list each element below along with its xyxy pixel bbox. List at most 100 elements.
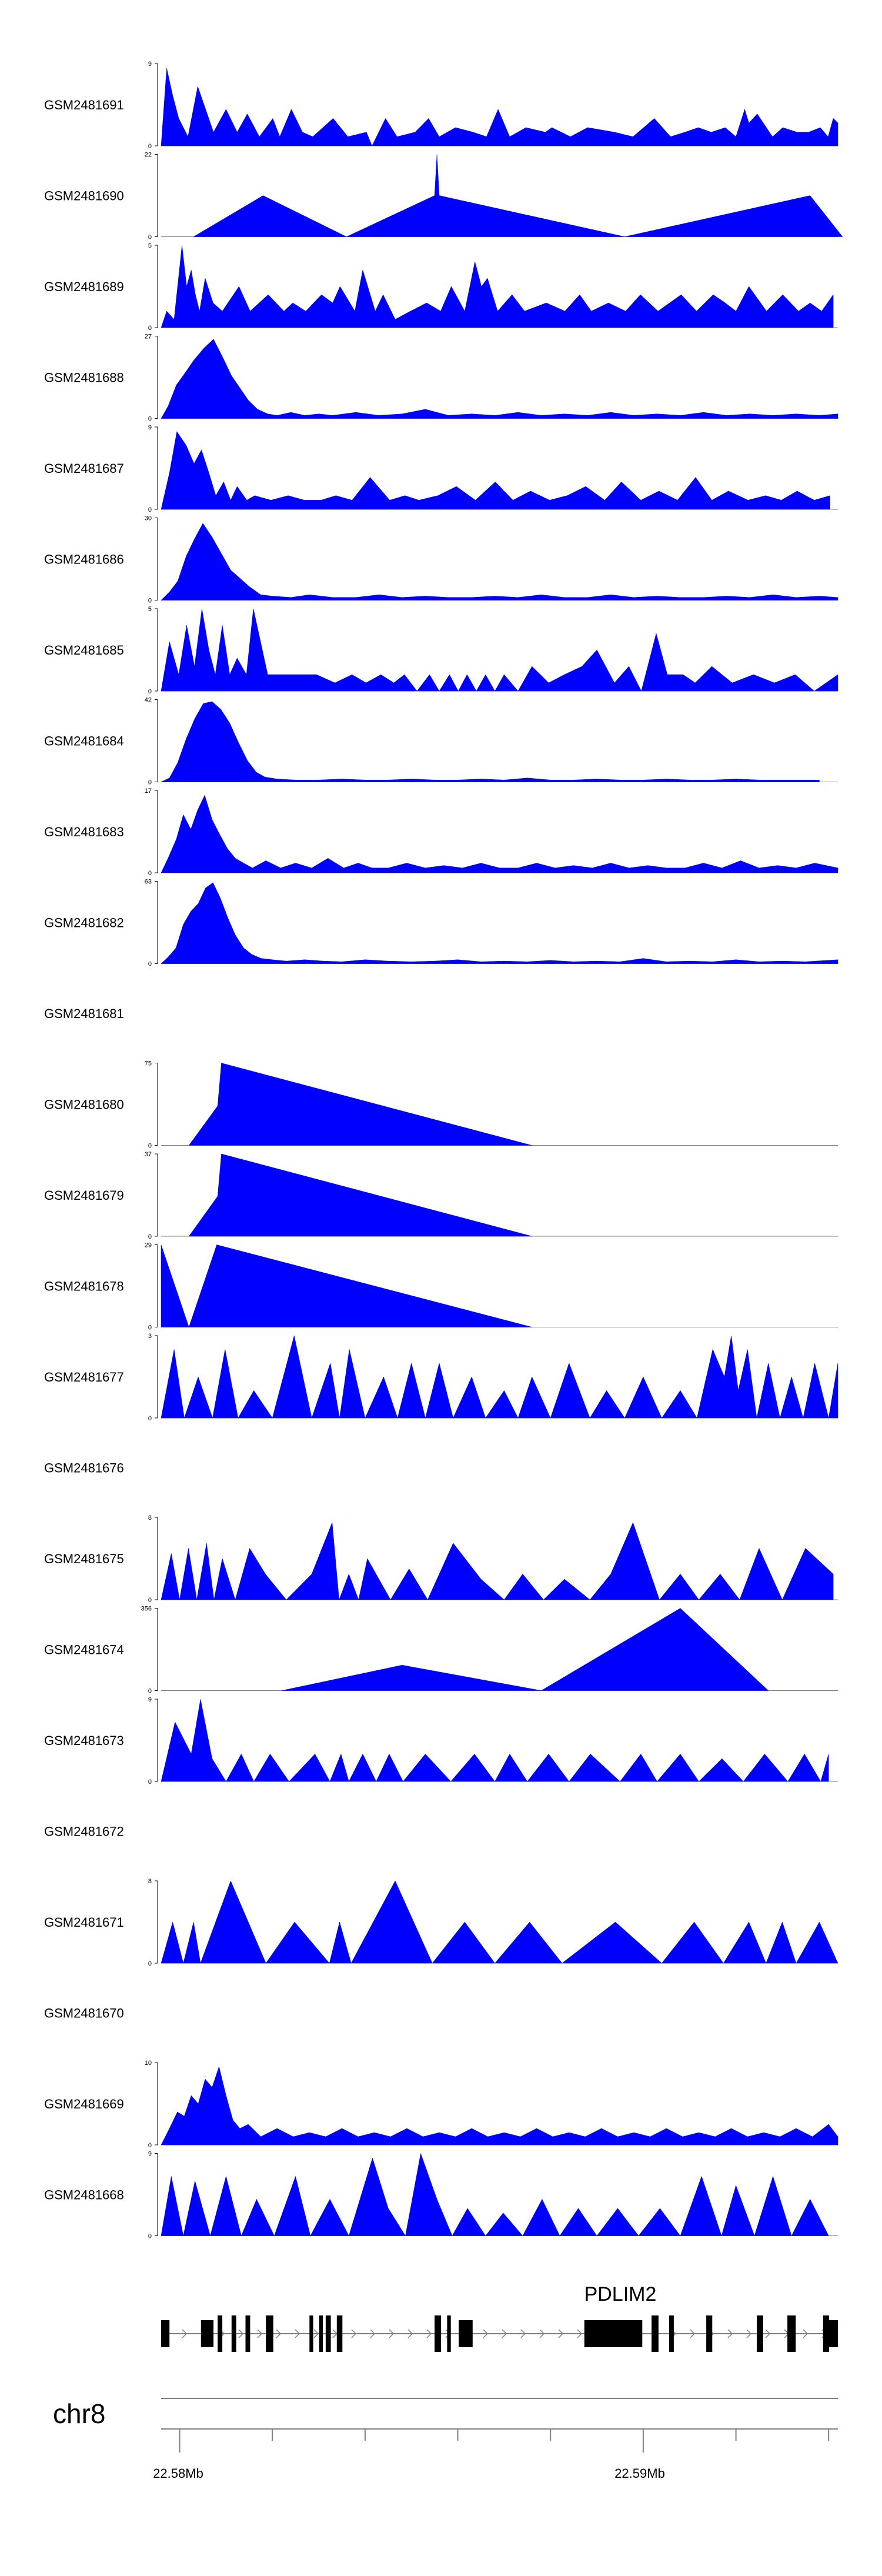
axis-ticks	[179, 2429, 830, 2452]
y-tick-label-max: 3	[148, 1333, 152, 1340]
y-tick-label-zero: 0	[148, 2233, 152, 2240]
strand-arrow	[257, 2329, 263, 2338]
exon	[787, 2315, 796, 2352]
track-label: GSM2481676	[44, 1461, 124, 1476]
coverage-area	[161, 2153, 829, 2237]
exon	[435, 2315, 442, 2352]
track-GSM2481677: GSM2481677 3 0	[44, 1333, 838, 1422]
track-GSM2481671: GSM2481671 8 0	[44, 1878, 838, 1967]
y-tick-label-zero: 0	[148, 1778, 152, 1786]
exon	[231, 2315, 236, 2352]
track-GSM2481690: GSM2481690 22 0	[44, 152, 843, 241]
y-tick-label-zero: 0	[148, 506, 152, 513]
coverage-tracks: GSM248169190GSM2481690220GSM248168950GSM…	[44, 61, 843, 2240]
track-GSM2481672: GSM2481672	[44, 1824, 124, 1839]
exon	[829, 2320, 838, 2347]
exon	[325, 2315, 331, 2352]
y-tick-label-zero: 0	[148, 598, 152, 605]
y-tick-label-max: 42	[145, 697, 152, 704]
y-tick-label-zero: 0	[148, 1143, 152, 1150]
y-tick-label-zero: 0	[148, 1960, 152, 1967]
y-tick-label-zero: 0	[148, 1324, 152, 1332]
gene-exons	[161, 2315, 838, 2352]
gene-track: PDLIM2	[161, 2283, 838, 2352]
track-label: GSM2481677	[44, 1370, 124, 1384]
strand-arrow	[520, 2329, 526, 2338]
coverage-area	[188, 1063, 532, 1146]
track-GSM2481683: GSM2481683 17 0	[44, 788, 838, 877]
track-label: GSM2481670	[44, 2006, 124, 2021]
track-label: GSM2481687	[44, 461, 124, 476]
track-GSM2481676: GSM2481676	[44, 1461, 124, 1476]
coverage-area	[161, 608, 838, 692]
track-label: GSM2481690	[44, 189, 124, 203]
exon	[823, 2315, 829, 2352]
track-GSM2481684: GSM2481684 42 0	[44, 697, 838, 786]
y-tick-label-max: 9	[148, 1696, 152, 1703]
strand-arrow	[577, 2329, 583, 2338]
strand-arrow	[483, 2329, 489, 2338]
track-GSM2481691: GSM2481691 9 0	[44, 61, 838, 150]
y-tick-label-max: 29	[145, 1242, 152, 1249]
y-tick-label-zero: 0	[148, 325, 152, 332]
strand-arrow	[182, 2329, 188, 2338]
y-tick-label-max: 75	[145, 1060, 152, 1067]
y-tick-label-zero: 0	[148, 1597, 152, 1604]
y-tick-label-zero: 0	[148, 961, 152, 968]
track-label: GSM2481674	[44, 1643, 124, 1657]
coverage-area	[161, 1880, 838, 1964]
strand-arrow	[803, 2329, 808, 2338]
chromosome-label: chr8	[53, 2398, 105, 2429]
y-tick-label-max: 17	[145, 788, 152, 795]
exon	[584, 2320, 643, 2347]
track-label: GSM2481681	[44, 1006, 124, 1021]
track-GSM2481682: GSM2481682 63 0	[44, 879, 838, 968]
coverage-area	[161, 1244, 532, 1328]
track-GSM2481685: GSM2481685 5 0	[44, 606, 838, 695]
exon	[669, 2315, 674, 2352]
strand-arrow	[558, 2329, 564, 2338]
x-tick-label-1: 22.59Mb	[614, 2466, 665, 2481]
coverage-area	[161, 68, 838, 146]
track-GSM2481686: GSM2481686 30 0	[44, 515, 838, 605]
track-label: GSM2481669	[44, 2097, 124, 2111]
track-label: GSM2481686	[44, 552, 124, 567]
track-GSM2481669: GSM2481669 10 0	[44, 2060, 838, 2149]
track-label: GSM2481682	[44, 916, 124, 930]
y-tick-label-max: 8	[148, 1878, 152, 1885]
y-tick-label-max: 30	[145, 515, 152, 522]
strand-arrow	[502, 2329, 507, 2338]
y-tick-label-zero: 0	[148, 234, 152, 241]
exon	[201, 2320, 214, 2347]
y-tick-label-max: 5	[148, 242, 152, 249]
track-GSM2481687: GSM2481687 9 0	[44, 424, 838, 513]
track-label: GSM2481672	[44, 1824, 124, 1839]
y-tick-label-zero: 0	[148, 1415, 152, 1422]
strand-arrow	[426, 2329, 432, 2338]
coverage-area	[161, 523, 838, 600]
exon	[447, 2315, 451, 2352]
track-GSM2481678: GSM2481678 29 0	[44, 1242, 838, 1332]
coverage-area	[161, 795, 838, 873]
track-label: GSM2481683	[44, 825, 124, 839]
coverage-area	[161, 431, 830, 510]
exon	[309, 2315, 313, 2352]
coverage-area	[188, 1153, 532, 1237]
exon	[336, 2315, 343, 2352]
track-label: GSM2481675	[44, 1551, 124, 1566]
strand-arrow	[407, 2329, 413, 2338]
exon	[652, 2315, 659, 2352]
track-label: GSM2481679	[44, 1188, 124, 1203]
exon	[266, 2315, 273, 2352]
strand-arrow	[746, 2329, 752, 2338]
gene-label: PDLIM2	[584, 2283, 657, 2305]
y-tick-label-zero: 0	[148, 688, 152, 695]
y-tick-label-max: 356	[141, 1606, 152, 1613]
track-GSM2481681: GSM2481681	[44, 1006, 124, 1021]
track-label: GSM2481688	[44, 371, 124, 385]
strand-arrow	[351, 2329, 357, 2338]
strand-arrow	[727, 2329, 733, 2338]
y-tick-label-max: 22	[145, 152, 152, 159]
track-GSM2481673: GSM2481673 9 0	[44, 1696, 838, 1786]
track-label: GSM2481685	[44, 643, 124, 658]
